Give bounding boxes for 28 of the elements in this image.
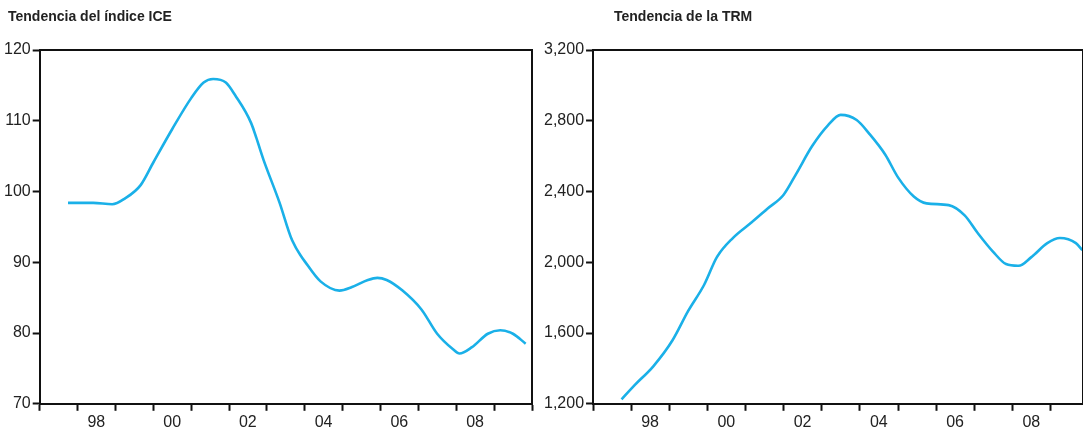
- x-tick-label: 02: [238, 412, 257, 430]
- x-tick-label: 06: [390, 412, 409, 430]
- y-tick-label: 110: [5, 111, 31, 129]
- x-tick-label: 02: [793, 412, 812, 430]
- x-tick-label: 98: [87, 412, 106, 430]
- y-tick-label: 120: [3, 40, 31, 58]
- x-tick-label: 00: [717, 412, 736, 430]
- x-tick-label: 98: [641, 412, 660, 430]
- y-tick-label: 80: [12, 323, 31, 341]
- y-tick-label: 1,600: [543, 323, 585, 341]
- x-tick-label: 06: [946, 412, 965, 430]
- y-tick-label: 70: [12, 394, 31, 412]
- line-series: [620, 113, 1083, 401]
- chart-title: Tendencia de la TRM: [614, 8, 753, 24]
- y-tick-label: 90: [12, 252, 31, 270]
- y-tick-label: 2,400: [543, 181, 585, 199]
- line-series: [66, 77, 527, 355]
- x-tick-label: 08: [466, 412, 485, 430]
- y-tick-label: 100: [3, 181, 31, 199]
- y-tick-label: 1,200: [543, 394, 585, 412]
- y-tick-label: 2,800: [543, 111, 585, 129]
- y-tick-label: 3,200: [543, 40, 585, 58]
- x-tick-label: 00: [163, 412, 182, 430]
- x-tick-label: 04: [314, 412, 333, 430]
- x-tick-label: 04: [869, 412, 888, 430]
- y-tick-label: 2,000: [543, 252, 585, 270]
- chart-title: Tendencia del índice ICE: [8, 8, 172, 24]
- x-tick-label: 08: [1022, 412, 1041, 430]
